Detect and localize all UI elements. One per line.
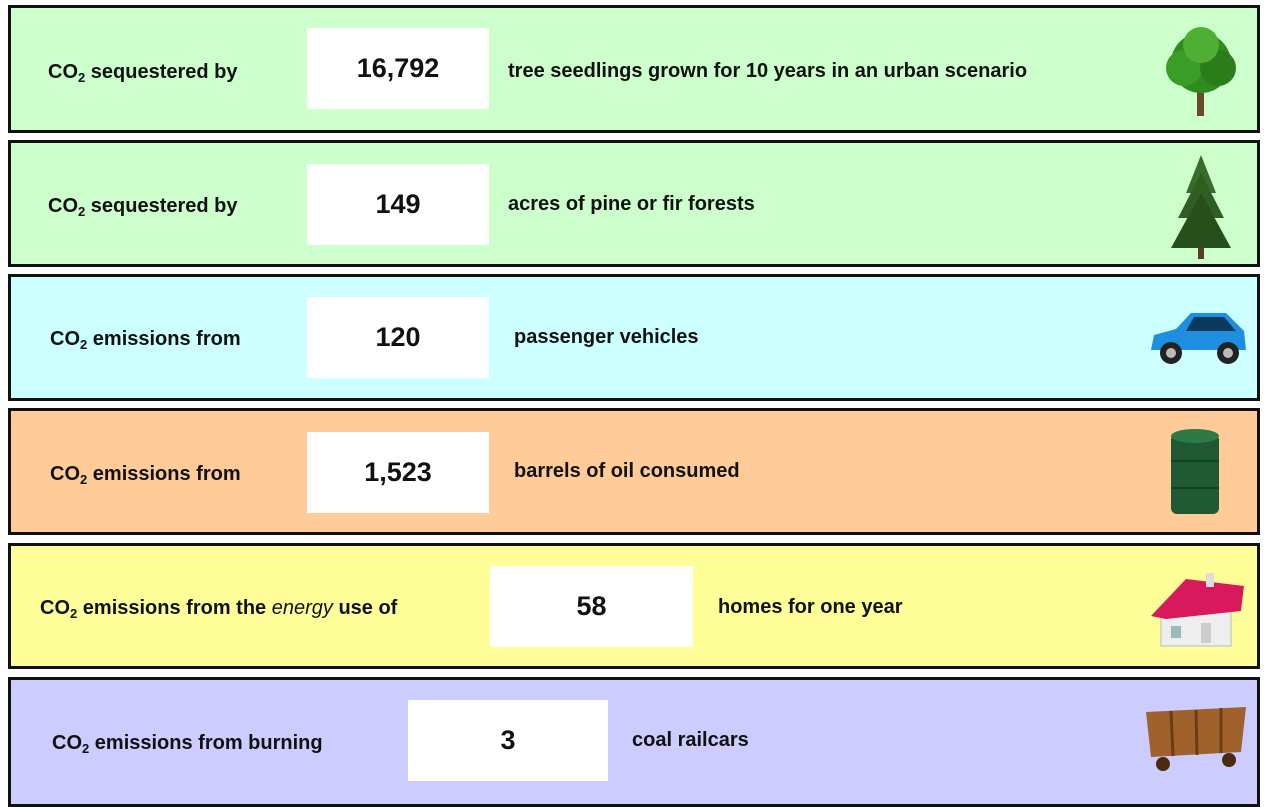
- row-label: CO2 emissions from burning: [52, 732, 323, 756]
- label-part: emissions from: [87, 463, 240, 485]
- pine-icon: [1166, 153, 1236, 261]
- value-box: 149: [307, 164, 489, 245]
- car-icon: [1146, 305, 1251, 375]
- label-part: CO: [50, 328, 80, 350]
- row: CO2 sequestered by 16,792 tree seedlings…: [8, 5, 1260, 133]
- label-part: sequestered by: [85, 195, 237, 217]
- label-emphasis: energy: [272, 597, 333, 619]
- row: CO2 emissions from 1,523 barrels of oil …: [8, 408, 1260, 535]
- label-part: CO: [48, 61, 78, 83]
- row-description: homes for one year: [718, 596, 903, 619]
- label-part: use of: [333, 597, 397, 619]
- row-description: passenger vehicles: [514, 326, 699, 349]
- label-part: CO: [52, 732, 82, 754]
- value-box: 1,523: [307, 432, 489, 513]
- label-part: CO: [48, 195, 78, 217]
- row: CO2 sequestered by 149 acres of pine or …: [8, 140, 1260, 267]
- label-part: emissions from burning: [89, 732, 322, 754]
- tree-icon: [1156, 23, 1246, 118]
- row-description: barrels of oil consumed: [514, 460, 740, 483]
- value-box: 3: [408, 700, 608, 781]
- row-label: CO2 sequestered by: [48, 61, 238, 85]
- value-box: 16,792: [307, 28, 489, 109]
- label-part: CO: [40, 597, 70, 619]
- label-part: sequestered by: [85, 61, 237, 83]
- barrel-icon: [1166, 426, 1226, 521]
- row: CO2 emissions from 120 passenger vehicle…: [8, 274, 1260, 401]
- label-part: emissions from the: [77, 597, 272, 619]
- row: CO2 emissions from burning 3 coal railca…: [8, 677, 1260, 807]
- row-description: coal railcars: [632, 729, 749, 752]
- row-label: CO2 sequestered by: [48, 195, 238, 219]
- label-part: CO: [50, 463, 80, 485]
- value-box: 120: [307, 297, 489, 378]
- page: CO2 sequestered by 16,792 tree seedlings…: [0, 0, 1268, 797]
- row-description: tree seedlings grown for 10 years in an …: [508, 60, 1027, 83]
- railcar-icon: [1141, 702, 1251, 782]
- row-label: CO2 emissions from: [50, 328, 241, 352]
- value-box: 58: [490, 566, 693, 647]
- row: CO2 emissions from the energy use of 58 …: [8, 543, 1260, 669]
- label-part: emissions from: [87, 328, 240, 350]
- row-label: CO2 emissions from the energy use of: [40, 597, 397, 621]
- house-icon: [1146, 571, 1246, 651]
- row-label: CO2 emissions from: [50, 463, 241, 487]
- row-description: acres of pine or fir forests: [508, 193, 755, 216]
